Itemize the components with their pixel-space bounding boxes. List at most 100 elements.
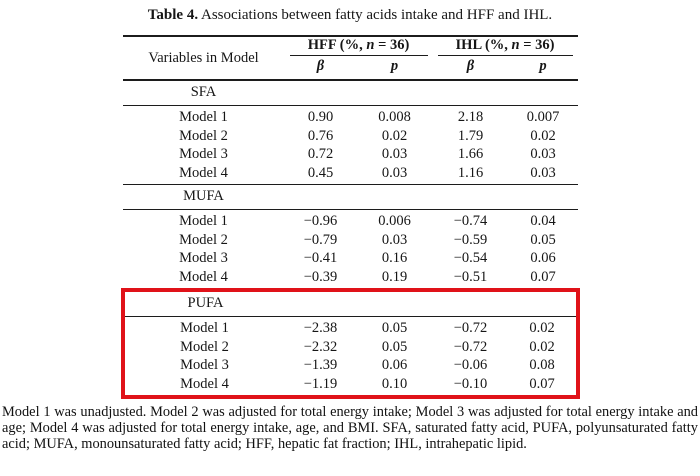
- table-row: Model 2 −2.32 0.05 −0.72 0.02: [123, 338, 578, 357]
- beta-hff-value: −1.39: [303, 357, 338, 373]
- table-row: Model 4 −0.39 0.19 −0.51 0.07: [123, 268, 578, 291]
- beta-ihl-value: 2.18: [457, 109, 484, 125]
- p-hff-value: 0.06: [381, 357, 408, 373]
- model-label: Model 2: [179, 231, 228, 248]
- p-ihl-value: 0.02: [529, 338, 555, 355]
- associations-table: Variables in Model HFF (%, n = 36) IHL (…: [120, 35, 580, 399]
- p-ihl-value: 0.06: [530, 250, 556, 266]
- beta-ihl-value: −0.74: [453, 213, 488, 229]
- table-row: Model 3 −0.41 0.16 −0.54 0.06: [123, 249, 578, 268]
- model-label: Model 4: [179, 268, 228, 285]
- table-title-label: Table 4.: [147, 7, 199, 23]
- beta-hff-value: −0.41: [303, 250, 338, 266]
- p-ihl-value: 0.02: [530, 127, 556, 144]
- model-label: Model 2: [180, 338, 229, 355]
- model-label: Model 1: [180, 320, 229, 336]
- section-label-sfa: SFA: [190, 84, 217, 100]
- beta-hff-value: 0.90: [307, 109, 334, 125]
- p-hff-value: 0.05: [381, 320, 408, 336]
- table-row: Model 1 −0.96 0.006 −0.74 0.04: [123, 210, 578, 231]
- p-ihl-value: 0.03: [530, 164, 556, 181]
- table-row: Model 2 0.76 0.02 1.79 0.02: [123, 127, 578, 146]
- table-row: Model 3 −1.39 0.06 −0.06 0.08: [123, 356, 578, 375]
- beta-hff-value: −2.32: [303, 338, 338, 355]
- beta-ihl-value: −0.72: [453, 320, 488, 336]
- beta-hff-header: β: [284, 56, 357, 81]
- p-ihl-value: 0.03: [530, 146, 556, 162]
- beta-hff-value: −1.19: [303, 375, 338, 392]
- table-row: Model 1 −2.38 0.05 −0.72 0.02: [123, 317, 578, 338]
- beta-ihl-value: 1.79: [457, 127, 484, 144]
- section-header-row: MUFA: [122, 185, 578, 210]
- p-hff-value: 0.19: [381, 268, 408, 285]
- table-title-text: Associations between fatty acids intake …: [198, 7, 553, 23]
- p-hff-value: 0.02: [381, 127, 408, 144]
- p-hff-value: 0.03: [381, 231, 408, 248]
- table-title: Table 4. Associations between fatty acid…: [0, 0, 700, 24]
- p-ihl-value: 0.04: [530, 213, 556, 229]
- col-group-hff: HFF (%, n = 36): [285, 36, 433, 56]
- beta-hff-value: −0.39: [303, 268, 338, 285]
- p-hff-value: 0.05: [381, 338, 408, 355]
- table-footnote: Model 1 was unadjusted. Model 2 was adju…: [2, 404, 698, 452]
- header-group-row: Variables in Model HFF (%, n = 36) IHL (…: [122, 36, 578, 81]
- p-hff-value: 0.006: [378, 213, 411, 229]
- beta-ihl-value: 1.66: [457, 146, 484, 162]
- p-ihl-value: 0.007: [526, 109, 560, 125]
- table-row: Model 1 0.90 0.008 2.18 0.007: [123, 106, 578, 127]
- beta-ihl-value: −0.06: [453, 357, 488, 373]
- p-ihl-value: 0.07: [530, 268, 556, 285]
- hff-label-prefix: HFF (%,: [307, 37, 367, 53]
- section-header-row: SFA: [122, 80, 578, 106]
- table-row: Model 2 −0.79 0.03 −0.59 0.05: [123, 231, 578, 250]
- p-ihl-value: 0.08: [529, 357, 555, 373]
- p-hff-header: p: [356, 56, 433, 81]
- table-header: Variables in Model HFF (%, n = 36) IHL (…: [122, 36, 578, 81]
- model-label: Model 3: [180, 357, 229, 373]
- highlight-tbody: PUFA Model 1 −2.38 0.05 −0.72 0.02 Model…: [122, 290, 578, 398]
- col-group-hff-label: HFF (%, n = 36): [289, 37, 428, 56]
- section-label-pufa: PUFA: [187, 295, 224, 311]
- p-hff-value: 0.10: [381, 375, 408, 392]
- col-group-ihl-label: IHL (%, n = 36): [437, 37, 573, 56]
- row-header: Variables in Model: [122, 36, 285, 81]
- beta-ihl-value: −0.51: [453, 268, 488, 285]
- beta-hff-value: 0.45: [307, 164, 334, 181]
- table-row: Model 3 0.72 0.03 1.66 0.03: [123, 145, 578, 164]
- hff-label-suffix: = 36): [374, 37, 410, 53]
- model-label: Model 4: [179, 164, 228, 181]
- beta-hff-value: 0.72: [307, 146, 334, 162]
- header-subrow: β p β p: [123, 56, 578, 81]
- beta-ihl-value: −0.59: [453, 231, 488, 248]
- model-label: Model 4: [180, 375, 229, 392]
- hff-n-italic: n: [366, 37, 375, 53]
- table-row: Model 4 −1.19 0.10 −0.10 0.07: [123, 375, 578, 398]
- ihl-label-suffix: = 36): [519, 37, 555, 53]
- table-row: Model 4 0.45 0.03 1.16 0.03: [123, 164, 578, 185]
- p-hff-value: 0.03: [381, 164, 408, 181]
- beta-ihl-value: −0.72: [453, 338, 488, 355]
- model-label: Model 2: [179, 127, 228, 144]
- section-header-row: PUFA: [122, 290, 578, 317]
- model-label: Model 3: [179, 146, 228, 162]
- beta-ihl-header: β: [432, 56, 509, 81]
- p-hff-value: 0.008: [378, 109, 411, 125]
- ihl-label-prefix: IHL (%,: [455, 37, 512, 53]
- beta-ihl-value: −0.10: [453, 375, 488, 392]
- beta-ihl-value: −0.54: [453, 250, 488, 266]
- beta-ihl-value: 1.16: [457, 164, 484, 181]
- ihl-n-italic: n: [511, 37, 520, 53]
- section-label-mufa: MUFA: [183, 188, 224, 204]
- beta-hff-value: −0.79: [303, 231, 338, 248]
- p-ihl-value: 0.05: [530, 231, 556, 248]
- p-ihl-value: 0.02: [529, 320, 555, 336]
- model-label: Model 1: [179, 213, 228, 229]
- p-hff-value: 0.16: [381, 250, 408, 266]
- beta-hff-value: 0.76: [307, 127, 334, 144]
- section-sfa: SFA Model 1 0.90 0.008 2.18 0.007 Model …: [122, 80, 578, 185]
- p-hff-value: 0.03: [381, 146, 408, 162]
- section-mufa: MUFA Model 1 −0.96 0.006 −0.74 0.04 Mode…: [122, 184, 578, 291]
- model-label: Model 1: [179, 109, 228, 125]
- p-ihl-header: p: [508, 56, 578, 81]
